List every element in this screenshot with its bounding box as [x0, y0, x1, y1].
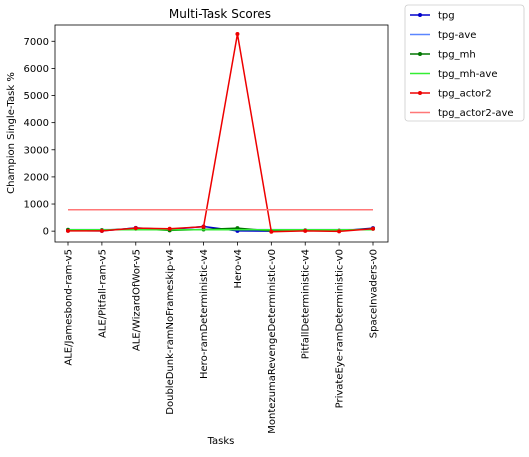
data-point-tpg_actor2 — [201, 224, 206, 229]
data-point-tpg_actor2 — [133, 226, 138, 231]
x-tick-label: MontezumaRevengeDeterministic-v0 — [267, 249, 278, 434]
x-tick-label: SpaceInvaders-v0 — [369, 249, 380, 338]
data-point-tpg_actor2 — [303, 228, 308, 233]
chart-title: Multi-Task Scores — [169, 7, 271, 21]
x-tick-label: ALE/Jamesbond-ram-v5 — [64, 249, 75, 366]
data-point-tpg_actor2 — [99, 228, 104, 233]
y-tick-label: 6000 — [24, 64, 49, 75]
x-tick-label: ALE/Pitfall-ram-v5 — [97, 249, 108, 338]
legend-label: tpg — [438, 11, 455, 22]
series-line-tpg_actor2 — [68, 33, 374, 233]
plot-area — [54, 24, 389, 243]
legend-label: tpg_actor2-ave — [438, 108, 514, 119]
y-tick-label: 0 — [43, 227, 49, 238]
x-tick-label: Hero-v4 — [233, 249, 244, 289]
x-tick-label: DoubleDunk-ramNoFrameskip-v4 — [165, 249, 176, 415]
legend-marker — [418, 13, 422, 17]
y-axis: 0 1000 2000 3000 4000 5000 6000 7000 — [24, 37, 55, 238]
y-tick-label: 7000 — [24, 37, 49, 48]
y-tick-label: 3000 — [24, 145, 49, 156]
legend-marker — [418, 52, 422, 56]
x-tick-label: Hero-ramDeterministic-v4 — [199, 249, 210, 379]
x-axis-label: Tasks — [207, 436, 235, 447]
data-point-tpg_actor2 — [167, 226, 172, 231]
plot-frame — [54, 24, 389, 243]
legend: tpg tpg-ave tpg_mh tpg_mh-ave tpg_actor2 tpg_… — [404, 4, 525, 122]
data-point-tpg_actor2 — [371, 226, 375, 231]
legend-box — [404, 4, 525, 122]
legend-label: tpg-ave — [438, 30, 476, 41]
data-point-tpg_actor2 — [66, 228, 70, 233]
x-tick-label: ALE/WizardOfWor-v5 — [131, 249, 142, 351]
x-axis: ALE/Jamesbond-ram-v5 ALE/Pitfall-ram-v5 AL… — [64, 242, 380, 434]
legend-label: tpg_mh-ave — [438, 69, 498, 80]
data-point-tpg_actor2 — [337, 229, 342, 234]
y-axis-label: Champion Single-Task % — [6, 72, 17, 194]
legend-label: tpg_actor2 — [438, 89, 492, 100]
x-tick-label: PrivateEye-ramDeterministic-v0 — [335, 249, 346, 408]
y-tick-label: 5000 — [24, 91, 49, 102]
data-point-tpg_actor2 — [269, 229, 274, 234]
data-point-tpg_actor2 — [235, 31, 240, 36]
y-tick-label: 4000 — [24, 118, 49, 129]
y-tick-label: 2000 — [24, 172, 49, 183]
legend-marker — [418, 91, 422, 95]
y-tick-label: 1000 — [24, 200, 49, 211]
x-tick-label: PitfallDeterministic-v4 — [301, 249, 312, 359]
legend-label: tpg_mh — [438, 50, 476, 61]
